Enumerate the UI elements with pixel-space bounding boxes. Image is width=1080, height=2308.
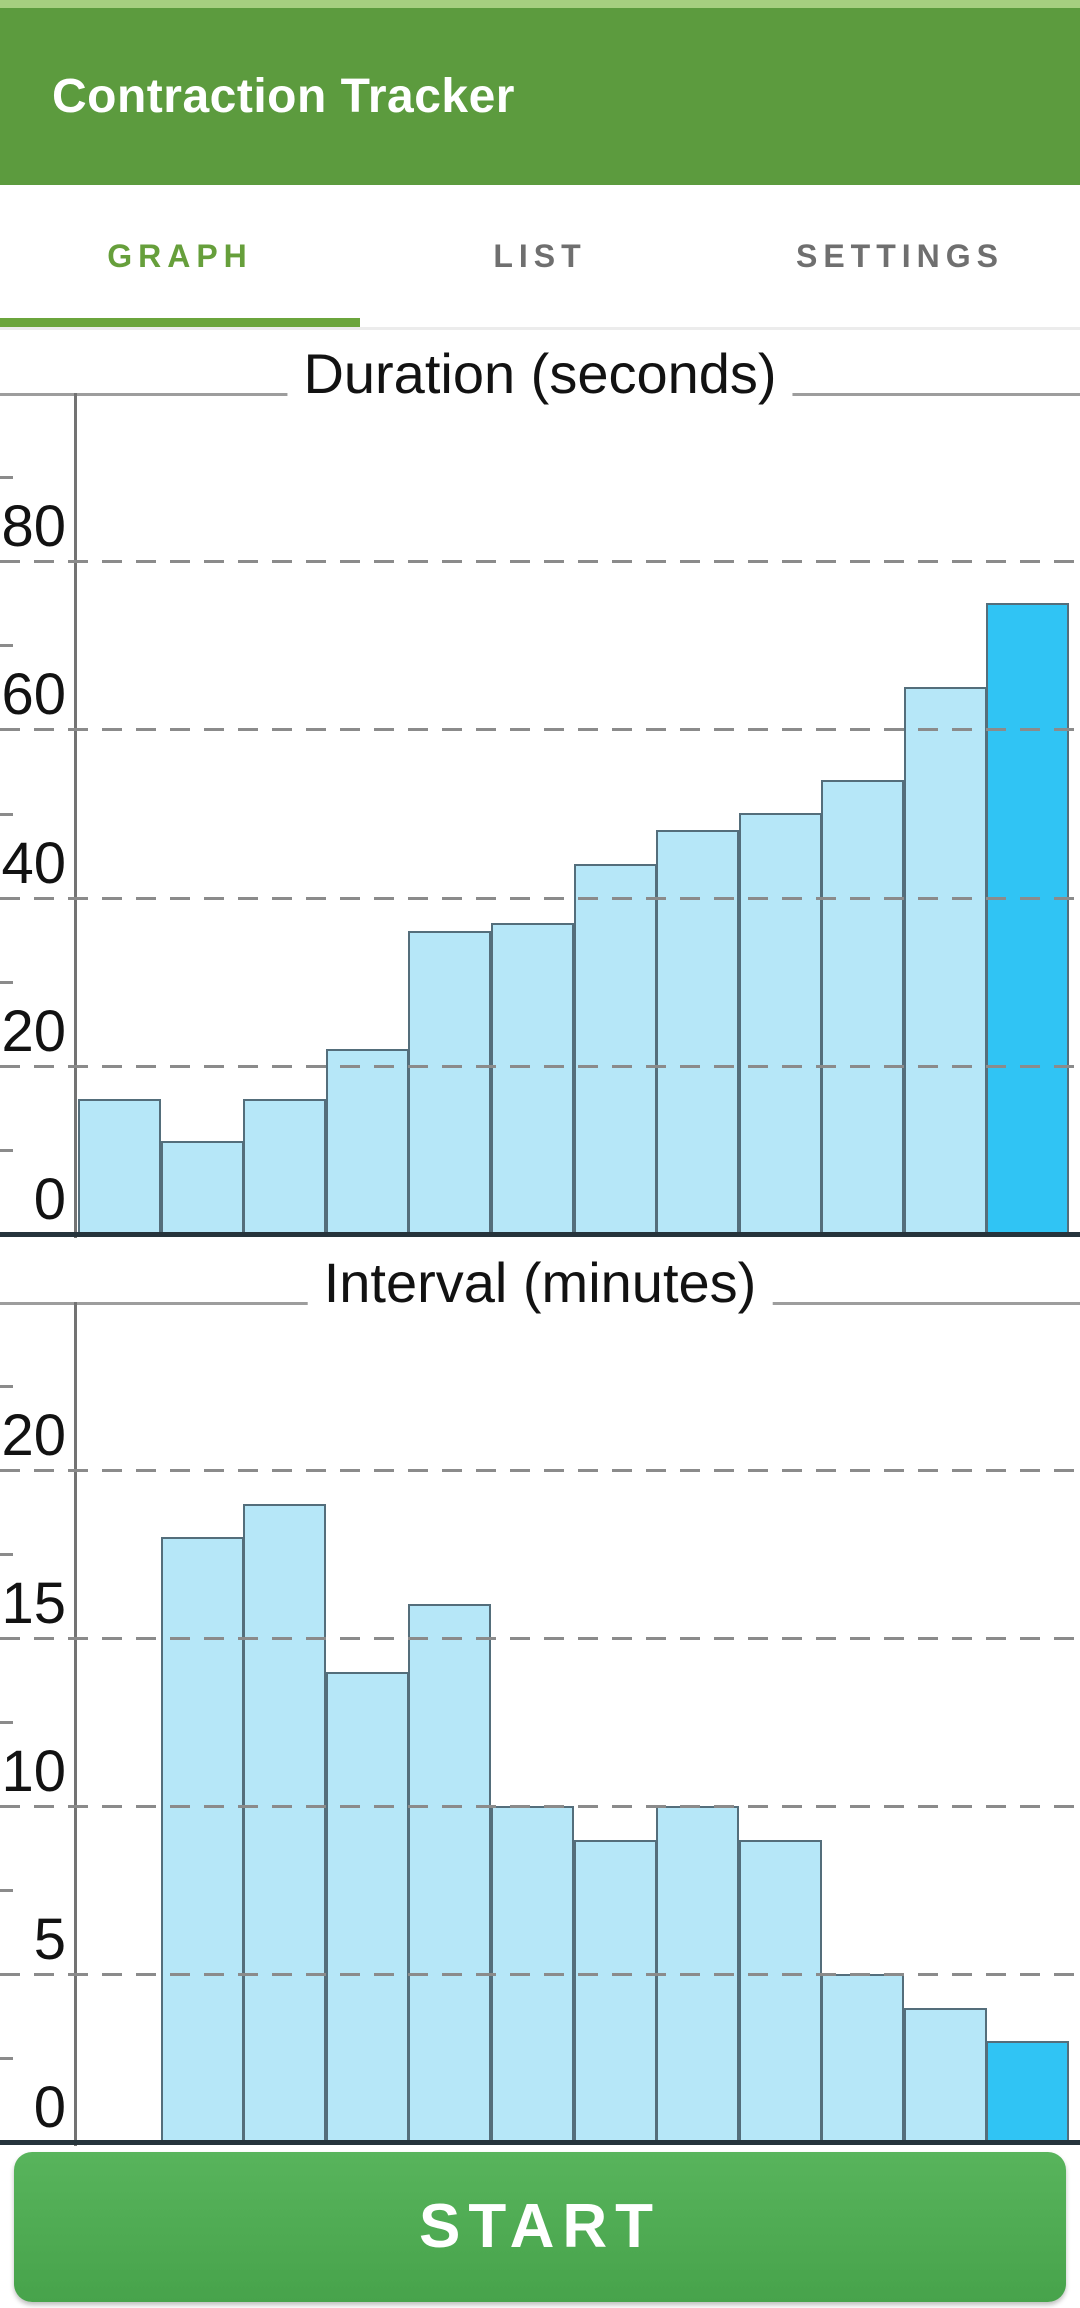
tab-list[interactable]: LIST <box>493 238 587 274</box>
bar[interactable] <box>78 1099 161 1234</box>
minor-gridline-tick <box>0 2057 13 2060</box>
active-tab-indicator <box>0 318 360 327</box>
minor-gridline-tick <box>0 1553 13 1556</box>
minor-gridline-tick <box>0 981 13 984</box>
y-axis-label: 5 <box>33 1907 66 1972</box>
minor-gridline-tick <box>0 1149 13 1152</box>
tab-bar: GRAPH LIST SETTINGS <box>0 185 1080 327</box>
status-strip <box>0 0 1080 8</box>
start-button[interactable]: START <box>14 2152 1066 2302</box>
app-title: Contraction Tracker <box>52 70 515 123</box>
y-axis-label: 80 <box>1 494 66 559</box>
minor-gridline-tick <box>0 813 13 816</box>
bar[interactable] <box>408 1604 491 2142</box>
bar[interactable] <box>739 813 822 1234</box>
minor-gridline-tick <box>0 1721 13 1724</box>
gridline <box>0 1805 1080 1808</box>
bar[interactable] <box>986 603 1069 1234</box>
y-axis-label: 0 <box>33 1167 66 1232</box>
bar[interactable] <box>904 2008 987 2142</box>
bar[interactable] <box>821 780 904 1234</box>
gridline <box>0 728 1080 731</box>
tab-divider <box>0 327 1080 330</box>
bar[interactable] <box>161 1537 244 2142</box>
tab-graph[interactable]: GRAPH <box>107 238 253 274</box>
y-axis-label: 15 <box>1 1571 66 1636</box>
bar[interactable] <box>243 1504 326 2142</box>
x-axis-line <box>0 1232 1080 1237</box>
y-axis-label: 60 <box>1 662 66 727</box>
y-axis-label: 0 <box>33 2075 66 2140</box>
bar[interactable] <box>408 931 491 1234</box>
y-axis-label: 20 <box>1 999 66 1064</box>
bar[interactable] <box>326 1049 409 1234</box>
bar[interactable] <box>904 687 987 1234</box>
gridline <box>0 1637 1080 1640</box>
interval-chart: Interval (minutes) 0 5 10 15 20 <box>0 1244 1080 2148</box>
y-axis-line <box>74 393 77 1238</box>
gridline <box>0 1973 1080 1976</box>
bar[interactable] <box>161 1141 244 1234</box>
gridline <box>0 897 1080 900</box>
bar[interactable] <box>491 923 574 1234</box>
minor-gridline-tick <box>0 476 13 479</box>
y-axis-label: 20 <box>1 1403 66 1468</box>
interval-chart-title: Interval (minutes) <box>307 1244 773 1322</box>
y-axis-label: 10 <box>1 1739 66 1804</box>
gridline <box>0 560 1080 563</box>
y-axis-line <box>74 1302 77 2146</box>
gridline <box>0 1065 1080 1068</box>
x-axis-line <box>0 2140 1080 2145</box>
bar[interactable] <box>739 1840 822 2142</box>
duration-chart-title: Duration (seconds) <box>287 335 793 413</box>
minor-gridline-tick <box>0 1889 13 1892</box>
bar[interactable] <box>243 1099 326 1234</box>
bar[interactable] <box>986 2041 1069 2142</box>
app-header: Contraction Tracker <box>0 8 1080 185</box>
duration-chart: Duration (seconds) 0 20 40 60 80 <box>0 335 1080 1240</box>
tab-settings[interactable]: SETTINGS <box>795 238 1004 274</box>
bar[interactable] <box>574 1840 657 2142</box>
bar[interactable] <box>574 864 657 1234</box>
bar[interactable] <box>326 1672 409 2142</box>
bar[interactable] <box>821 1974 904 2142</box>
minor-gridline-tick <box>0 644 13 647</box>
y-axis-label: 40 <box>1 831 66 896</box>
minor-gridline-tick <box>0 1385 13 1388</box>
bar[interactable] <box>656 830 739 1234</box>
gridline <box>0 1469 1080 1472</box>
